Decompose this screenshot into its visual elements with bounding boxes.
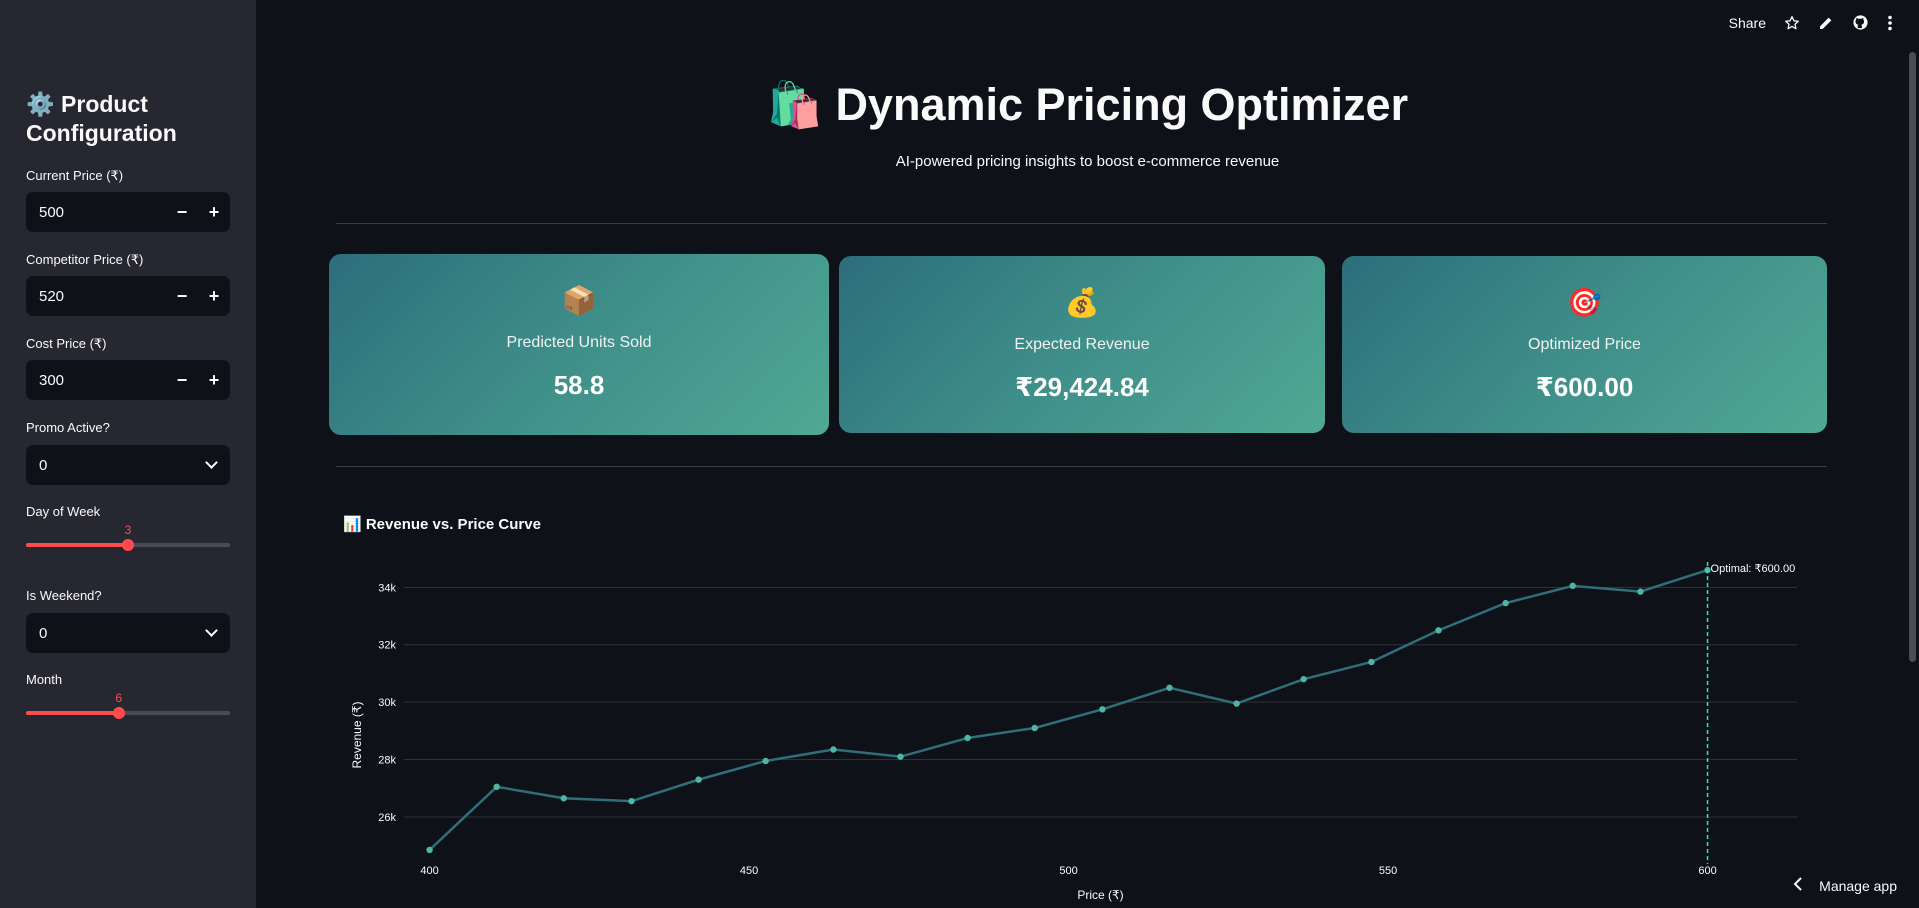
x-axis-label: Price (₹) xyxy=(1077,888,1123,902)
sidebar: ⚙️ Product Configuration Current Price (… xyxy=(0,0,256,908)
x-tick-label: 450 xyxy=(740,865,758,877)
cost-price-increment-button[interactable]: + xyxy=(208,369,220,390)
data-point xyxy=(1300,675,1307,683)
slider-track[interactable] xyxy=(26,711,230,715)
data-point xyxy=(1166,684,1173,691)
slider-fill xyxy=(26,711,119,715)
current-price-increment-button[interactable]: + xyxy=(208,201,220,222)
cost-price-input[interactable]: 300 − + xyxy=(26,360,230,400)
top-toolbar: Share xyxy=(1729,14,1893,31)
data-point xyxy=(830,746,837,753)
optimized-price-card: 🎯 Optimized Price ₹600.00 xyxy=(1342,256,1827,433)
competitor-price-increment-button[interactable]: + xyxy=(208,285,220,306)
chart-title: 📊 Revenue vs. Price Curve xyxy=(343,516,541,533)
y-tick-label: 30k xyxy=(378,697,396,709)
predicted-units-card: 📦 Predicted Units Sold 58.8 xyxy=(329,254,829,435)
cost-price-label: Cost Price (₹) xyxy=(26,336,107,351)
page-subtitle: AI-powered pricing insights to boost e-c… xyxy=(895,153,1280,170)
sidebar-title: ⚙️ Product Configuration xyxy=(26,91,177,146)
revenue-price-chart[interactable]: 26k 28k 30k 32k 34k 400 450 500 550 600 Price (₹) R… xyxy=(340,550,1820,908)
package-icon: 📦 xyxy=(561,285,597,316)
data-point xyxy=(1502,599,1509,607)
chevron-left-icon xyxy=(1793,877,1803,894)
star-icon[interactable] xyxy=(1784,15,1800,31)
slider-thumb[interactable] xyxy=(122,539,134,551)
manage-app-label: Manage app xyxy=(1819,877,1897,894)
data-point xyxy=(964,734,971,742)
card-label: Optimized Price xyxy=(1528,336,1641,353)
month-label: Month xyxy=(26,672,63,687)
x-tick-label: 550 xyxy=(1379,865,1397,877)
page-scrollbar[interactable] xyxy=(1909,52,1916,662)
data-point xyxy=(1099,706,1106,713)
data-point xyxy=(1031,724,1038,732)
promo-active-select[interactable]: 0 xyxy=(26,445,230,485)
x-tick-label: 600 xyxy=(1698,865,1716,877)
is-weekend-value: 0 xyxy=(39,624,48,642)
divider xyxy=(336,466,1827,467)
y-tick-label: 34k xyxy=(378,582,396,594)
manage-app-button[interactable]: Manage app xyxy=(1793,877,1897,894)
x-tick-label: 500 xyxy=(1059,865,1077,877)
money-bag-icon: 💰 xyxy=(1064,287,1100,318)
data-point xyxy=(1233,700,1240,707)
chevron-down-icon xyxy=(205,456,218,469)
target-icon: 🎯 xyxy=(1567,287,1602,318)
slider-fill xyxy=(26,543,128,547)
y-axis-label: Revenue (₹) xyxy=(350,702,364,769)
data-point xyxy=(1637,588,1644,595)
chevron-down-icon xyxy=(205,624,218,637)
data-point xyxy=(897,753,904,760)
promo-active-value: 0 xyxy=(39,456,48,474)
competitor-price-value[interactable]: 520 xyxy=(39,287,65,305)
data-point xyxy=(628,797,635,805)
competitor-price-input[interactable]: 520 − + xyxy=(26,276,230,316)
promo-active-label: Promo Active? xyxy=(26,420,110,435)
revenue-line xyxy=(428,568,1708,851)
is-weekend-label: Is Weekend? xyxy=(26,588,102,603)
competitor-price-decrement-button[interactable]: − xyxy=(176,285,188,306)
data-point xyxy=(762,757,769,765)
card-value: ₹29,424.84 xyxy=(1015,372,1149,402)
y-tick-label: 26k xyxy=(378,812,396,824)
y-tick-label: 28k xyxy=(378,755,396,767)
card-label: Expected Revenue xyxy=(1014,336,1150,353)
current-price-decrement-button[interactable]: − xyxy=(176,201,188,222)
data-point xyxy=(1569,582,1576,590)
data-point xyxy=(695,776,702,783)
data-point xyxy=(1368,658,1375,666)
day-of-week-label: Day of Week xyxy=(26,504,101,519)
cost-price-decrement-button[interactable]: − xyxy=(176,369,188,390)
slider-value: 6 xyxy=(115,691,123,705)
current-price-input[interactable]: 500 − + xyxy=(26,192,230,232)
month-slider[interactable]: 6 xyxy=(26,691,230,721)
slider-thumb[interactable] xyxy=(112,707,125,719)
optimal-price-annotation: Optimal: ₹600.00 xyxy=(1711,563,1796,575)
current-price-label: Current Price (₹) xyxy=(26,168,124,183)
data-point xyxy=(560,795,567,802)
divider xyxy=(336,223,1827,224)
more-vertical-icon[interactable] xyxy=(1887,15,1893,31)
github-icon[interactable] xyxy=(1852,14,1869,31)
day-of-week-slider[interactable]: 3 xyxy=(26,523,230,553)
data-point xyxy=(493,783,500,791)
card-value: 58.8 xyxy=(553,370,605,400)
share-button[interactable]: Share xyxy=(1728,14,1766,31)
current-price-value[interactable]: 500 xyxy=(39,203,65,221)
edit-pencil-icon[interactable] xyxy=(1818,15,1834,31)
page-title: 🛍️ Dynamic Pricing Optimizer xyxy=(766,79,1409,130)
x-tick-label: 400 xyxy=(420,865,438,877)
is-weekend-select[interactable]: 0 xyxy=(26,613,230,653)
card-value: ₹600.00 xyxy=(1535,372,1634,402)
cost-price-value[interactable]: 300 xyxy=(39,371,65,389)
y-tick-label: 32k xyxy=(378,640,396,652)
expected-revenue-card: 💰 Expected Revenue ₹29,424.84 xyxy=(839,256,1325,433)
competitor-price-label: Competitor Price (₹) xyxy=(26,252,144,267)
card-label: Predicted Units Sold xyxy=(506,334,652,351)
data-point xyxy=(426,846,433,854)
data-point xyxy=(1435,627,1442,634)
slider-value: 3 xyxy=(124,523,132,537)
